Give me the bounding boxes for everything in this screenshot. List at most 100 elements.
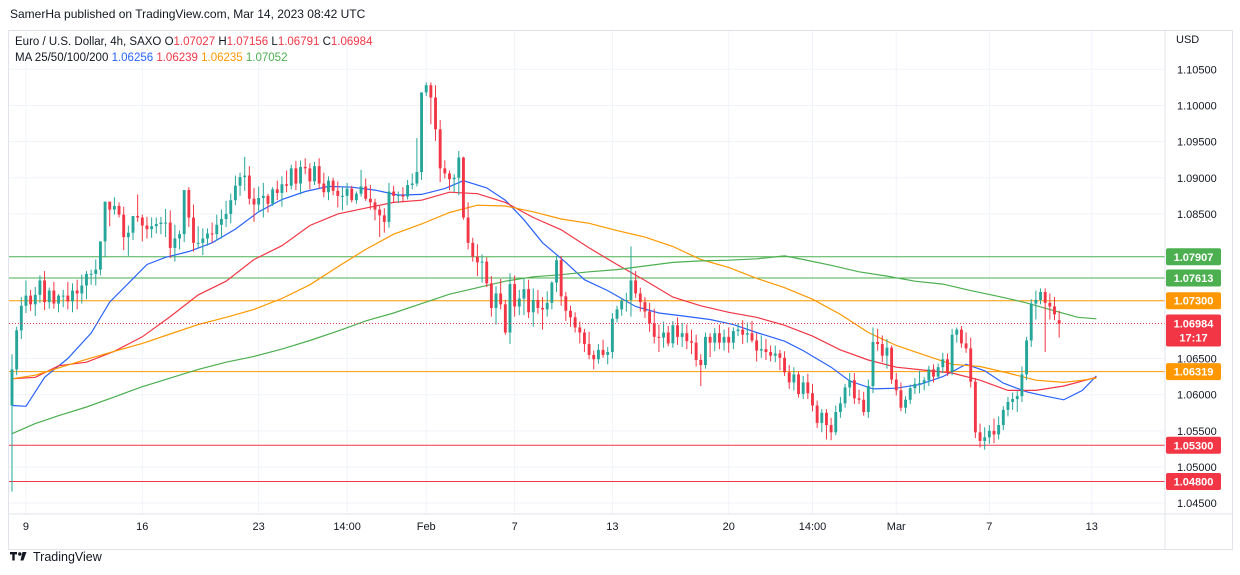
candle-body-up [745,333,749,335]
candle-body-down [1043,292,1047,303]
candle-body-down [392,191,396,196]
candle-body-down [634,280,638,294]
candle-body-down [890,347,894,380]
x-tick-label: 7 [986,521,992,533]
candle-body-down [699,359,703,366]
candle-body-down [666,332,670,344]
candle-body-up [624,299,628,301]
candle-body-up [480,261,484,263]
candle-body-down [755,340,759,351]
candle-body-up [387,191,391,222]
candle-body-down [783,357,787,373]
y-tick-label: 1.06500 [1177,354,1217,366]
candle-body-down [825,412,828,426]
candle-body-down [717,333,721,343]
footer-brand[interactable]: TradingView [10,549,102,564]
candle-body-up [918,383,921,385]
candle-body-down [573,317,577,328]
candle-body-up [80,285,84,294]
candle-body-up [201,238,205,243]
candle-body-up [522,289,526,299]
candle-body-up [517,298,521,307]
candle-body-up [224,213,228,219]
candle-body-up [759,349,763,351]
candle-body-up [1034,299,1038,304]
level-tag [1166,472,1221,490]
candle-body-up [941,359,945,368]
candle-body-down [1057,320,1061,324]
candle-body-down [778,353,782,358]
y-tick-label: 1.10500 [1177,64,1217,76]
candle-body-down [266,195,270,204]
candle-body-down [168,222,172,248]
candle-body-down [471,242,475,257]
candle-body-up [61,295,65,297]
y-tick-label: 1.10000 [1177,100,1217,112]
candle-body-up [406,185,410,197]
candle-body-down [373,202,377,210]
candle-body-up [280,184,284,193]
candle-body-up [229,200,233,214]
candle-body-down [676,325,679,337]
candle-body-up [908,388,912,400]
level-tag-label: 1.07613 [1174,273,1214,285]
x-tick-label: 20 [723,521,735,533]
candle-body-down [880,344,884,356]
candle-body-up [410,183,414,185]
candle-body-down [294,168,298,184]
candle-body-up [457,157,461,178]
symbol-label[interactable]: Euro / U.S. Dollar, 4h, SAXO [15,36,162,48]
candle-body-up [983,437,987,441]
candle-body-up [345,188,349,196]
x-tick-label: 16 [136,521,148,533]
open-label: O [164,36,174,48]
candle-body-down [727,336,731,343]
ma-label[interactable]: MA 25/50/100/200 [15,52,109,64]
candle-body-down [322,183,326,193]
candle-body-up [1025,340,1029,375]
candle-body-down [448,173,451,180]
candle-body-up [154,224,158,227]
ma50-value: 1.06239 [156,52,198,64]
candle-body-up [327,180,330,193]
candle-body-down [564,296,568,311]
tradingview-logo-icon [10,549,28,564]
candle-body-down [43,280,47,303]
bar-countdown: 17:17 [1179,333,1207,345]
candle-body-down [769,352,773,356]
chart-frame[interactable] [8,30,1233,550]
time-axis: 9 16 23 14:00 Feb 7 13 20 14:00 Mar 7 13 [9,513,1232,533]
candle-body-up [164,222,168,224]
candle-body-up [950,334,954,372]
candle-body-down [527,289,531,313]
candle-body-up [615,309,619,319]
candle-body-up [178,234,181,239]
candle-body-down [541,307,544,310]
candle-body-down [973,381,977,433]
candle-body-down [210,233,214,235]
candle-body-up [713,333,717,343]
candle-body-down [657,336,661,338]
candle-body-up [913,383,917,389]
ma-line-2 [11,191,1097,391]
y-tick-label: 1.09500 [1177,137,1217,149]
x-tick-label: 14:00 [799,521,827,533]
candle-body-down [969,348,973,382]
candle-body-down [485,261,489,284]
candle-body-down [434,97,437,130]
candle-body-down [136,216,140,218]
candle-body-up [238,177,242,186]
ma200-value: 1.07052 [245,52,288,64]
candle-body-up [71,290,74,302]
candle-body-up [131,216,135,233]
candle-body-down [578,327,582,333]
candle-body-down [1048,302,1052,307]
candle-body-down [811,393,814,406]
currency-label[interactable]: USD [1176,34,1200,46]
candle-body-down [461,157,465,218]
candle-body-down [331,180,335,191]
candle-body-down [401,195,405,197]
candle-body-up [85,273,88,286]
legend-ma-row: MA 25/50/100/200 1.06256 1.06239 1.06235… [15,50,372,66]
